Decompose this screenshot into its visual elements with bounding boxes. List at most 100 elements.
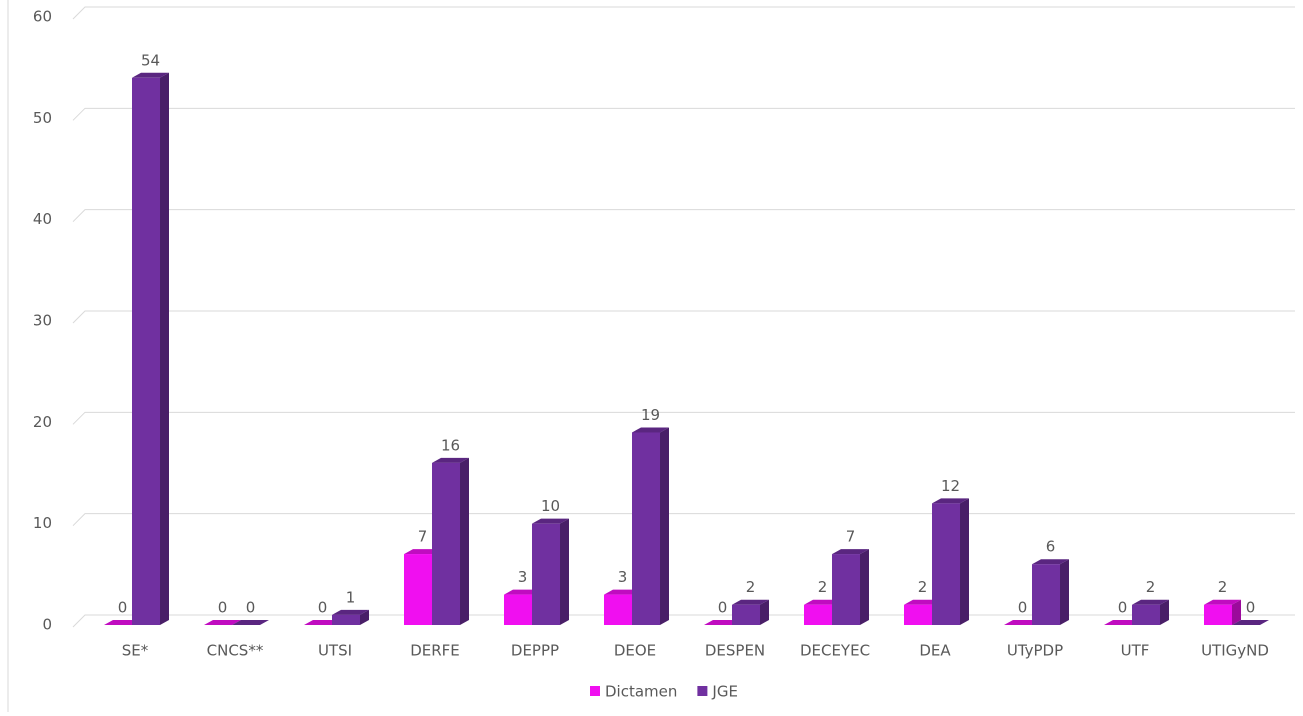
data-label: 0: [1246, 599, 1256, 617]
y-tick-label: 60: [33, 8, 52, 26]
y-tick-label: 30: [33, 312, 52, 330]
bar-top: [904, 599, 941, 605]
grid-line: [72, 614, 1295, 628]
bar-side: [360, 609, 369, 625]
bar: [1204, 604, 1232, 625]
bar-side: [1160, 599, 1169, 625]
bar-top: [1204, 599, 1241, 605]
data-label: 16: [441, 436, 460, 454]
bar-top: [504, 589, 541, 595]
bar-side: [160, 72, 169, 626]
bar: [832, 554, 860, 625]
bar-top: [232, 620, 269, 625]
data-label: 2: [818, 578, 828, 596]
data-label: 19: [641, 406, 660, 424]
bar-top: [1232, 620, 1269, 625]
bar-top: [532, 518, 569, 524]
bar: [732, 604, 760, 625]
x-tick-label: DESPEN: [705, 642, 765, 660]
data-label: 1: [346, 588, 356, 606]
bar: [532, 523, 560, 625]
bar: [432, 462, 460, 625]
data-label: 0: [1118, 599, 1128, 617]
legend-label: JGE: [711, 683, 738, 701]
bar-side: [1232, 599, 1241, 625]
data-label: 2: [1218, 578, 1228, 596]
x-tick-label: UTyPDP: [1007, 642, 1063, 660]
grid-line: [72, 6, 1295, 20]
bar: [632, 432, 660, 625]
bar-top: [332, 609, 369, 615]
bar: [132, 77, 160, 626]
bar-top: [432, 457, 469, 463]
data-label: 0: [246, 599, 256, 617]
data-label: 3: [518, 568, 528, 586]
bar-top: [732, 599, 769, 605]
bar-side: [960, 498, 969, 625]
data-label: 3: [618, 568, 628, 586]
x-tick-label: DEPPP: [511, 642, 559, 660]
bar-top: [1104, 620, 1141, 625]
bar-top: [104, 620, 141, 625]
bar-top: [204, 620, 241, 625]
bar-top: [804, 599, 841, 605]
bar-side: [560, 518, 569, 625]
legend-swatch: [590, 686, 600, 696]
bar-side: [760, 599, 769, 625]
y-tick-label: 20: [33, 413, 52, 431]
bar: [404, 554, 432, 625]
bar: [1132, 604, 1160, 625]
grid-line: [72, 411, 1295, 425]
data-label: 0: [218, 599, 228, 617]
legend-label: Dictamen: [605, 683, 677, 701]
bar: [504, 594, 532, 625]
data-label: 0: [718, 599, 728, 617]
y-tick-label: 40: [33, 210, 52, 228]
data-label: 12: [941, 477, 960, 495]
bar: [904, 604, 932, 625]
bar-top: [304, 620, 341, 625]
data-label: 6: [1046, 538, 1056, 556]
grid-line: [72, 310, 1295, 324]
bar-side: [1060, 559, 1069, 625]
data-label: 0: [118, 599, 128, 617]
bar: [804, 604, 832, 625]
bar: [604, 594, 632, 625]
x-tick-label: DECEYEC: [800, 642, 870, 660]
data-label: 2: [746, 578, 756, 596]
x-tick-label: DEOE: [614, 642, 656, 660]
y-tick-label: 0: [42, 616, 52, 634]
y-tick-label: 50: [33, 109, 52, 127]
bar-top: [704, 620, 741, 625]
bar: [932, 503, 960, 625]
data-label: 7: [418, 528, 428, 546]
bar-side: [860, 549, 869, 625]
bar: [1032, 564, 1060, 625]
legend-swatch: [697, 686, 708, 696]
data-label: 2: [1146, 578, 1156, 596]
data-label: 2: [918, 578, 928, 596]
bar-side: [660, 427, 669, 625]
x-tick-label: UTF: [1121, 642, 1150, 660]
grid-line: [72, 513, 1295, 527]
bar-top: [932, 498, 969, 504]
x-tick-label: UTIGyND: [1201, 642, 1269, 660]
bar-top: [132, 72, 169, 78]
bar-top: [604, 589, 641, 595]
bar-top: [1032, 559, 1069, 565]
bar-top: [1132, 599, 1169, 605]
x-tick-label: DEA: [919, 642, 951, 660]
data-label: 54: [141, 51, 160, 69]
bar-top: [632, 427, 669, 433]
bar-side: [460, 457, 469, 625]
data-label: 0: [1018, 599, 1028, 617]
y-tick-label: 10: [33, 514, 52, 532]
data-label: 10: [541, 497, 560, 515]
x-tick-label: DERFE: [410, 642, 460, 660]
bar-top: [832, 549, 869, 555]
x-tick-label: SE*: [122, 642, 149, 660]
grid-line: [72, 209, 1295, 223]
grid-line: [72, 107, 1295, 121]
data-label: 0: [318, 599, 328, 617]
